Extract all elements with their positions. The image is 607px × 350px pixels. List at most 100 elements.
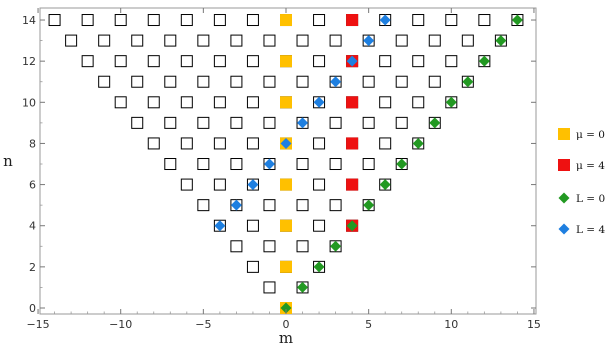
lattice-square (246, 14, 259, 27)
lattice-square (213, 96, 226, 109)
lattice-square (428, 75, 441, 88)
lattice-square (197, 158, 210, 171)
x-tick-label: 15 (527, 318, 541, 331)
lattice-square (230, 75, 243, 88)
legend-diamond-marker (558, 223, 570, 235)
lattice-square (246, 96, 259, 109)
lattice-square (147, 14, 160, 27)
lattice-square (197, 116, 210, 129)
lattice-square (81, 14, 94, 27)
y-tick-label: 0 (29, 302, 36, 315)
lattice-square (246, 260, 259, 273)
x-tick-label: 10 (444, 318, 458, 331)
diamond-marker (263, 158, 275, 170)
lattice-square (329, 158, 342, 171)
lattice-square (263, 199, 276, 212)
x-tick-label: 0 (283, 318, 290, 331)
lattice-square (296, 240, 309, 253)
legend: μ = 0 μ = 4 L = 0 L = 4 (558, 128, 605, 236)
y-tick-label: 14 (22, 14, 36, 27)
lattice-square (213, 55, 226, 68)
x-tick-label: −10 (109, 318, 132, 331)
lattice-square (478, 14, 491, 27)
legend-item: μ = 4 (558, 159, 605, 172)
lattice-square (395, 116, 408, 129)
series-mu-0 (280, 14, 292, 314)
lattice-square (412, 96, 425, 109)
diamond-marker (313, 96, 325, 108)
diamond-marker (280, 137, 292, 149)
legend-label: μ = 0 (576, 129, 605, 141)
lattice-square (81, 55, 94, 68)
data-series (214, 14, 523, 314)
y-tick-label: 2 (29, 261, 36, 274)
lattice-square (180, 137, 193, 150)
lattice-square (164, 158, 177, 171)
lattice-square (213, 14, 226, 27)
lattice-square (180, 96, 193, 109)
lattice-square (379, 96, 392, 109)
lattice-square (213, 178, 226, 191)
lattice-square (445, 14, 458, 27)
lattice-square (296, 199, 309, 212)
lattice-square (296, 75, 309, 88)
legend-label: L = 4 (576, 224, 605, 236)
lattice-square (98, 34, 111, 47)
lattice-square (395, 34, 408, 47)
lattice-square (362, 116, 375, 129)
legend-label: μ = 4 (576, 160, 605, 172)
lattice-square (428, 34, 441, 47)
legend-item: L = 4 (558, 223, 605, 236)
series-l-4 (214, 14, 391, 232)
series-mu-4 (346, 14, 359, 232)
lattice-square (114, 55, 127, 68)
lattice-square (48, 14, 61, 27)
square-marker (346, 14, 359, 27)
lattice-square (131, 34, 144, 47)
legend-label: L = 0 (576, 193, 605, 205)
lattice-square (197, 75, 210, 88)
lattice-square (114, 14, 127, 27)
square-marker (346, 137, 359, 150)
diamond-marker (445, 96, 457, 108)
diamond-marker (462, 76, 474, 88)
lattice-square (65, 34, 78, 47)
y-axis-label: n (3, 152, 13, 170)
lattice-square (445, 55, 458, 68)
lattice-square (379, 137, 392, 150)
x-tick-label: 5 (365, 318, 372, 331)
lattice-square (131, 75, 144, 88)
x-axis-label: m (279, 329, 293, 347)
diamond-marker (478, 55, 490, 67)
diamond-marker (495, 35, 507, 47)
square-marker (280, 178, 292, 191)
y-tick-label: 8 (29, 137, 36, 150)
lattice-square (362, 75, 375, 88)
series-l-0 (280, 14, 523, 314)
lattice-square (296, 158, 309, 171)
diamond-marker (346, 55, 358, 67)
lattice-square (147, 55, 160, 68)
lattice-square (362, 158, 375, 171)
lattice-square (147, 137, 160, 150)
y-tick-label: 10 (22, 96, 36, 109)
legend-square-marker (558, 159, 570, 171)
x-tick-label: −5 (195, 318, 211, 331)
lattice-square (313, 55, 326, 68)
lattice-square (263, 240, 276, 253)
lattice-square (313, 137, 326, 150)
square-marker (346, 96, 359, 109)
lattice-square (263, 116, 276, 129)
lattice-square (213, 137, 226, 150)
y-tick-label: 12 (22, 55, 36, 68)
diamond-marker (346, 220, 358, 232)
lattice-square (114, 96, 127, 109)
diamond-marker (363, 199, 375, 211)
lattice-square (98, 75, 111, 88)
lattice-square (263, 75, 276, 88)
lattice-square (147, 96, 160, 109)
lattice-square (180, 14, 193, 27)
lattice-square (263, 281, 276, 294)
y-tick-label: 6 (29, 179, 36, 192)
diamond-marker (363, 35, 375, 47)
